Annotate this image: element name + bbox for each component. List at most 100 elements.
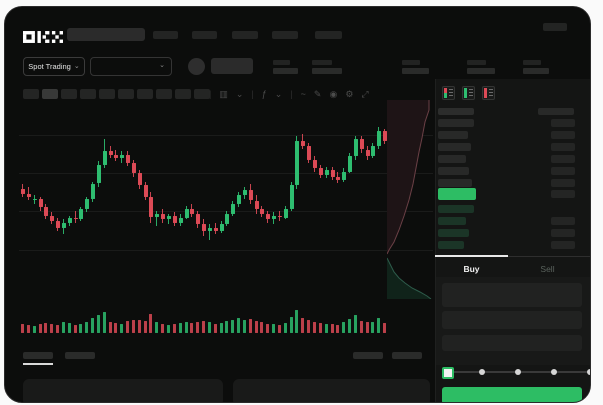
order-input[interactable]	[442, 311, 582, 329]
timeframe-chip[interactable]	[137, 89, 153, 99]
draw-icon[interactable]: ✎	[313, 88, 322, 99]
candle-wick	[361, 135, 362, 153]
slider-mark[interactable]	[551, 369, 557, 375]
nav-item[interactable]	[272, 31, 298, 39]
tab-sell[interactable]: Sell	[510, 259, 585, 275]
nav-item[interactable]	[315, 31, 342, 39]
orderbook-bids-icon[interactable]	[462, 86, 475, 100]
stat-label	[523, 60, 541, 65]
candle-wick	[273, 212, 274, 225]
candle-body	[161, 214, 165, 220]
bid-price-bar[interactable]	[438, 217, 466, 225]
slider-handle[interactable]	[442, 367, 454, 379]
timeframe-chip[interactable]	[156, 89, 172, 99]
fullscreen-icon[interactable]: ⤢	[361, 88, 369, 99]
ask-price-bar[interactable]	[438, 119, 474, 127]
candle-wick	[139, 169, 140, 189]
ask-price-bar[interactable]	[438, 155, 466, 163]
chevron-down-icon: ⌄	[159, 62, 165, 69]
candle-body	[79, 209, 83, 220]
timeframe-chip[interactable]	[80, 89, 96, 99]
bid-price-bar[interactable]	[438, 205, 474, 213]
chevron-down-icon[interactable]: ⌄	[274, 88, 283, 99]
ask-price-bar[interactable]	[438, 143, 471, 151]
bid-price-bar[interactable]	[438, 229, 469, 237]
pair-select[interactable]: ⌄	[90, 57, 172, 76]
slider-mark[interactable]	[587, 369, 590, 375]
candle-wick	[40, 197, 41, 211]
candle-body	[278, 215, 282, 218]
volume-bar	[366, 322, 369, 333]
icon-bid-part	[444, 93, 447, 98]
ask-amount-bar	[551, 155, 575, 163]
camera-icon[interactable]: ◉	[329, 88, 338, 99]
timeframe-chip[interactable]	[23, 89, 39, 99]
candle-wick	[180, 214, 181, 226]
nav-item[interactable]	[543, 23, 567, 31]
okx-logo[interactable]	[23, 31, 63, 43]
slider-mark[interactable]	[479, 369, 485, 375]
volume-bar	[214, 324, 217, 333]
candle-wick	[349, 152, 350, 174]
history-tab[interactable]	[23, 352, 53, 359]
history-control[interactable]	[353, 352, 383, 359]
chevron-down-icon[interactable]: ⌄	[235, 88, 244, 99]
slider-mark[interactable]	[515, 369, 521, 375]
order-input[interactable]	[442, 335, 582, 351]
candle-wick	[115, 149, 116, 162]
order-input[interactable]	[442, 283, 582, 307]
icon-line	[469, 92, 473, 93]
volume-bar	[91, 318, 94, 333]
candle-body	[342, 171, 346, 181]
history-control[interactable]	[392, 352, 422, 359]
nav-item[interactable]	[232, 31, 258, 39]
avatar[interactable]	[188, 58, 205, 75]
candle-wick	[296, 135, 297, 189]
volume-bar	[97, 315, 100, 333]
timeframe-chip[interactable]	[194, 89, 210, 99]
candle-body	[97, 164, 101, 184]
timeframe-chip[interactable]	[175, 89, 191, 99]
candle-body	[272, 215, 276, 220]
candle-body	[290, 185, 294, 209]
orderbook-combined-icon[interactable]	[442, 86, 455, 100]
volume-bar	[179, 323, 182, 333]
candle-wick	[256, 195, 257, 215]
candle-wick	[226, 210, 227, 226]
tab-buy[interactable]: Buy	[435, 259, 508, 275]
market-mode-select[interactable]: Spot Trading ⌄	[23, 57, 85, 76]
candle-wick	[162, 209, 163, 223]
volume-bar	[249, 319, 252, 333]
candle-body	[39, 198, 43, 208]
volume-bar	[62, 321, 65, 333]
line-tools-icon[interactable]: ~	[300, 88, 306, 99]
chart-type-icon[interactable]: ▥	[219, 88, 228, 99]
nav-item[interactable]	[153, 31, 178, 39]
settings-icon[interactable]: ⚙	[345, 88, 354, 99]
buy-submit-button[interactable]	[442, 387, 582, 402]
volume-bar	[126, 320, 129, 333]
candle-wick	[302, 134, 303, 150]
timeframe-chip[interactable]	[61, 89, 77, 99]
account-button[interactable]	[211, 58, 253, 74]
chevron-down-icon: ⌄	[73, 63, 80, 70]
ask-price-bar[interactable]	[438, 131, 468, 139]
timeframe-chip[interactable]	[42, 89, 58, 99]
volume-bar	[237, 318, 240, 333]
stat-label	[273, 60, 290, 65]
candle-body	[237, 195, 241, 204]
candle-body	[266, 214, 270, 220]
last-price-pill	[438, 188, 476, 200]
indicators-icon[interactable]: ƒ	[261, 88, 267, 99]
ask-price-bar[interactable]	[438, 179, 472, 187]
icon-side-part	[464, 88, 467, 98]
ask-price-bar[interactable]	[438, 167, 469, 175]
history-tab[interactable]	[65, 352, 95, 359]
orderbook-asks-icon[interactable]	[482, 86, 495, 100]
timeframe-chip[interactable]	[99, 89, 115, 99]
timeframe-chip[interactable]	[118, 89, 134, 99]
bid-price-bar[interactable]	[438, 241, 464, 249]
search-input[interactable]	[67, 28, 145, 41]
nav-item[interactable]	[192, 31, 217, 39]
